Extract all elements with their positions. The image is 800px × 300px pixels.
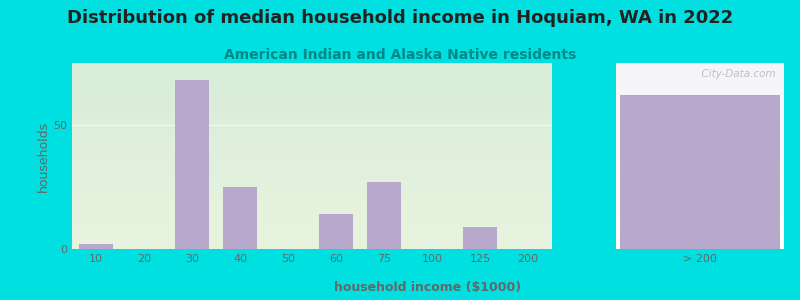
Text: City-Data.com: City-Data.com [695,69,776,79]
Text: household income ($1000): household income ($1000) [334,281,522,294]
Bar [79,244,113,249]
Bar [319,214,353,249]
Bar [175,80,209,249]
Text: American Indian and Alaska Native residents: American Indian and Alaska Native reside… [224,48,576,62]
Text: Distribution of median household income in Hoquiam, WA in 2022: Distribution of median household income … [67,9,733,27]
Y-axis label: households: households [38,120,50,192]
Bar [463,227,497,249]
Bar [223,187,257,249]
Bar [367,182,401,249]
Bar [620,95,780,249]
